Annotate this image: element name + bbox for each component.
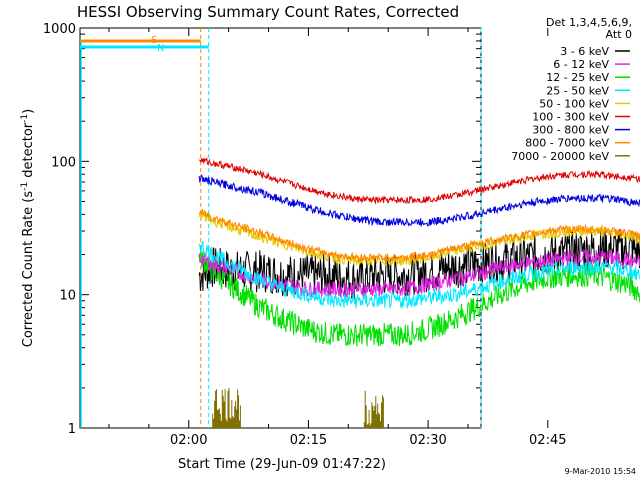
- y-axis-label-mid: detector: [21, 122, 36, 182]
- x-axis-label: Start Time (29-Jun-09 01:47:22): [178, 457, 386, 472]
- chart-title: HESSI Observing Summary Count Rates, Cor…: [77, 3, 459, 21]
- legend-header-1: Det 1,3,4,5,6,9,: [546, 16, 632, 29]
- legend-header-2: Att 0: [606, 28, 632, 41]
- legend-label: 25 - 50 keV: [546, 84, 609, 97]
- y-axis-label-sup2: -1: [20, 114, 30, 123]
- legend-label: 3 - 6 keV: [560, 45, 609, 58]
- y-axis-label-end: ): [21, 109, 36, 114]
- series-bursts-high-energy: [212, 388, 241, 428]
- legend-label: 7000 - 20000 keV: [511, 150, 609, 163]
- footer-date: 9-Mar-2010 15:54: [565, 467, 636, 476]
- y-tick-label: 10: [59, 289, 76, 304]
- legend-label: 50 - 100 keV: [539, 97, 609, 110]
- series-line-100-300kev: [199, 157, 640, 205]
- y-tick-label: 100: [51, 155, 76, 170]
- y-axis-label: Corrected Count Rate (s-1 detector-1): [20, 109, 36, 347]
- legend-label: 12 - 25 keV: [546, 71, 609, 84]
- series-line-25-50kev: [198, 240, 640, 310]
- y-axis-label-main: Corrected Count Rate (s: [21, 191, 36, 348]
- series-line-12-25kev: [198, 246, 640, 347]
- series-line-300-800kev: [198, 173, 640, 228]
- y-tick-label: 1: [68, 422, 76, 437]
- series-line-6-12kev: [198, 248, 640, 299]
- legend-label: 100 - 300 keV: [532, 111, 609, 124]
- legend-label: 800 - 7000 keV: [525, 137, 609, 150]
- y-tick-label: 1000: [43, 22, 76, 37]
- x-tick-label: 02:30: [409, 433, 446, 448]
- x-tick-label: 02:15: [290, 433, 327, 448]
- plot-frame: [79, 27, 482, 429]
- x-tick-label: 02:00: [170, 433, 207, 448]
- series-line-800-7000kev: [198, 208, 640, 264]
- x-tick-label: 02:45: [529, 433, 566, 448]
- legend-label: 300 - 800 keV: [532, 124, 609, 137]
- y-axis-label-sup1: -1: [20, 182, 30, 191]
- legend-label: 6 - 12 keV: [553, 58, 609, 71]
- series-bursts-high-energy: [363, 390, 384, 428]
